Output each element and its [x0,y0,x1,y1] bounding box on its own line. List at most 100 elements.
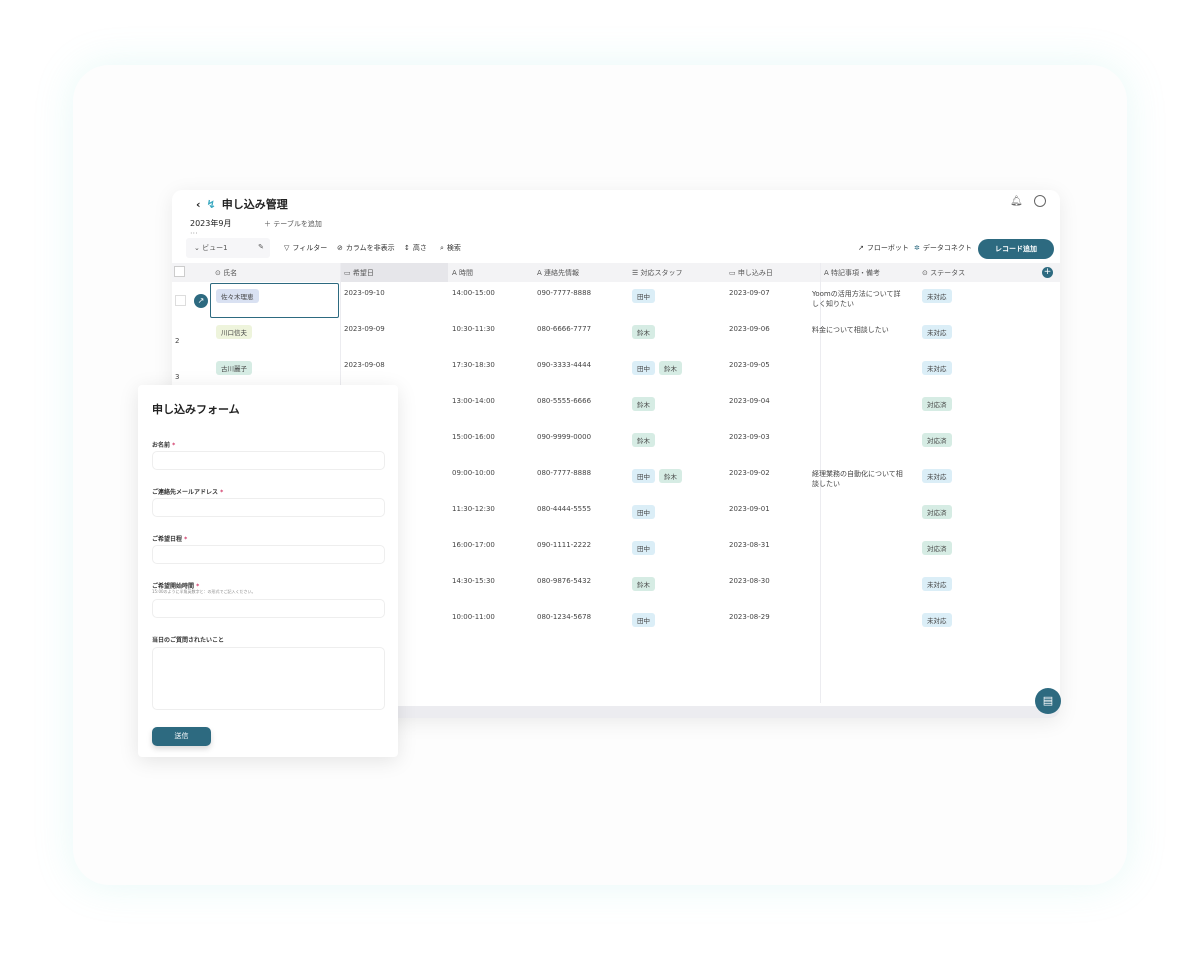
name-cell: 古川麗子 [216,361,256,375]
field-label: ご希望日程 * [152,536,188,543]
phone-cell: 090-1111-2222 [537,541,592,549]
questions-textarea[interactable] [152,647,385,710]
staff-tag: 田中 [632,289,655,303]
table-row[interactable]: 13:00-14:00 080-5555-6666 鈴木 2023-09-04 対応済 [172,391,1024,427]
phone-cell: 080-5555-6666 [537,397,592,405]
form-title: 申し込みフォーム [152,403,240,416]
time-cell: 11:30-12:30 [452,505,495,513]
submit-button[interactable]: 送信 [152,727,211,746]
table-row[interactable]: 16:00-17:00 090-1111-2222 田中 2023-08-31 対応済 [172,535,1024,571]
name-cell: 佐々木理恵 [216,289,263,303]
staff-cell: 田中 [632,613,659,627]
expand-record-icon[interactable]: ↗ [194,294,208,308]
table-row[interactable]: 09:00-10:00 080-7777-8888 田中 鈴木 2023-09-02 経理… [172,463,1024,499]
phone-cell: 080-7777-8888 [537,469,592,477]
status-badge: 未対応 [922,361,956,375]
staff-tag: 田中 [632,361,655,375]
flowbot-icon: ↗ [858,244,864,252]
flowbot-button[interactable]: ↗ フローボット [858,244,909,252]
row-checkbox[interactable] [175,295,186,306]
table-row[interactable]: 11:30-12:30 080-4444-5555 田中 2023-09-01 対応済 [172,499,1024,535]
note-cell: 料金について相談したい [812,326,889,334]
staff-tag: 鈴木 [632,577,655,591]
eye-off-icon: ⊘ [337,244,343,252]
applied-date-cell: 2023-09-07 [729,289,770,297]
column-header[interactable]: A 特記事項・備考 [824,269,881,277]
date-cell: 2023-09-10 [344,289,385,297]
start-time-input[interactable] [152,599,385,618]
row-number: 2 [175,337,180,345]
add-column-icon[interactable]: + [1042,267,1053,278]
select-all-checkbox[interactable] [174,266,185,277]
filter-button[interactable]: ▽ フィルター [284,244,328,252]
staff-cell: 鈴木 [632,433,659,447]
email-input[interactable] [152,498,385,517]
note-cell: 経理業務の自動化について相談したい [812,470,903,488]
app-logo-icon: ↯ [206,197,216,211]
staff-cell: 鈴木 [632,577,659,591]
status-badge: 未対応 [922,325,956,339]
row-number: 3 [175,373,180,381]
time-cell: 13:00-14:00 [452,397,495,405]
table-header: ⊙ 氏名 ▭ 希望日 A 時間 A 連絡先情報 ☰ 対応スタッフ ▭ 申し込み日… [172,263,1060,282]
table-row[interactable]: 15:00-16:00 090-9999-0000 鈴木 2023-09-03 対応済 [172,427,1024,463]
column-header[interactable]: ▭ 申し込み日 [729,269,773,277]
view-select[interactable]: ⌄ ビュー1 ✎ [186,238,270,258]
user-avatar-icon[interactable] [1034,195,1046,207]
dataconnect-button[interactable]: ✲ データコネクト [914,244,972,252]
column-header[interactable]: ⊙ 氏名 [215,269,238,277]
field-label: お名前 * [152,442,176,449]
table-row[interactable]: 14:30-15:30 080-9876-5432 鈴木 2023-08-30 未対応 [172,571,1024,607]
application-form: 申し込みフォーム お名前 * ご連絡先メールアドレス * ご希望日程 * ご希望… [138,385,398,757]
column-header[interactable]: ☰ 対応スタッフ [632,269,683,277]
chat-support-icon[interactable]: ▤ [1035,688,1061,714]
time-cell: 16:00-17:00 [452,541,495,549]
date-input[interactable] [152,545,385,564]
date-cell: 2023-09-09 [344,325,385,333]
applied-date-cell: 2023-09-04 [729,397,770,405]
time-cell: 14:30-15:30 [452,577,495,585]
hide-columns-button[interactable]: ⊘ カラムを非表示 [337,244,395,252]
field-label: ご希望開始時間 * [152,583,200,590]
status-badge: 未対応 [922,289,956,303]
column-header[interactable]: ▭ 希望日 [340,263,448,282]
time-cell: 14:00-15:00 [452,289,495,297]
table-row[interactable]: 佐々木理恵 2023-09-10 14:00-15:00 090-7777-8888 田… [172,283,1024,319]
column-header[interactable]: A 時間 [452,269,474,277]
applied-date-cell: 2023-08-30 [729,577,770,585]
note-cell: Yoomの活用方法について詳しく知りたい [812,290,901,308]
selected-cell[interactable] [210,283,339,318]
status-badge: 未対応 [922,577,956,591]
time-cell: 15:00-16:00 [452,433,495,441]
staff-tag: 鈴木 [632,397,655,411]
phone-cell: 080-9876-5432 [537,577,592,585]
search-button[interactable]: ⌕ 検索 [440,243,461,253]
table-row[interactable]: 3 古川麗子 2023-09-08 17:30-18:30 090-3333-4444 田… [172,355,1024,391]
staff-cell: 田中 鈴木 [632,469,686,483]
staff-cell: 田中 [632,289,659,303]
staff-tag: 鈴木 [659,361,682,375]
dataconnect-icon: ✲ [914,244,920,252]
field-hint: 15:00のように半角英数字と：の形式でご記入ください。 [152,589,256,594]
status-badge: 未対応 [922,613,956,627]
time-cell: 10:30-11:30 [452,325,495,333]
staff-cell: 鈴木 [632,397,659,411]
field-label: 当日のご質問されたいこと [152,637,225,644]
bell-icon[interactable]: 🔔︎ [1010,196,1023,207]
table-row[interactable]: 10:00-11:00 080-1234-5678 田中 2023-08-29 未対応 [172,607,1024,643]
status-badge: 対応済 [922,433,956,447]
applied-date-cell: 2023-09-01 [729,505,770,513]
name-input[interactable] [152,451,385,470]
column-header[interactable]: A 連絡先情報 [537,269,580,277]
add-record-button[interactable]: レコード追加 [978,239,1054,259]
phone-cell: 080-6666-7777 [537,325,592,333]
page-title-bar: ‹ ↯ 申し込み管理 [196,196,288,212]
table-row[interactable]: 2 川口信夫 2023-09-09 10:30-11:30 080-6666-7777 鈴… [172,319,1024,355]
row-height-button[interactable]: ↕ 高さ [404,244,427,252]
staff-tag: 田中 [632,613,655,627]
edit-icon[interactable]: ✎ [258,243,264,251]
staff-tag: 田中 [632,505,655,519]
add-table-button[interactable]: ＋ テーブルを追加 [264,220,322,228]
back-icon[interactable]: ‹ [196,197,201,211]
column-header[interactable]: ⊙ ステータス [922,269,966,277]
